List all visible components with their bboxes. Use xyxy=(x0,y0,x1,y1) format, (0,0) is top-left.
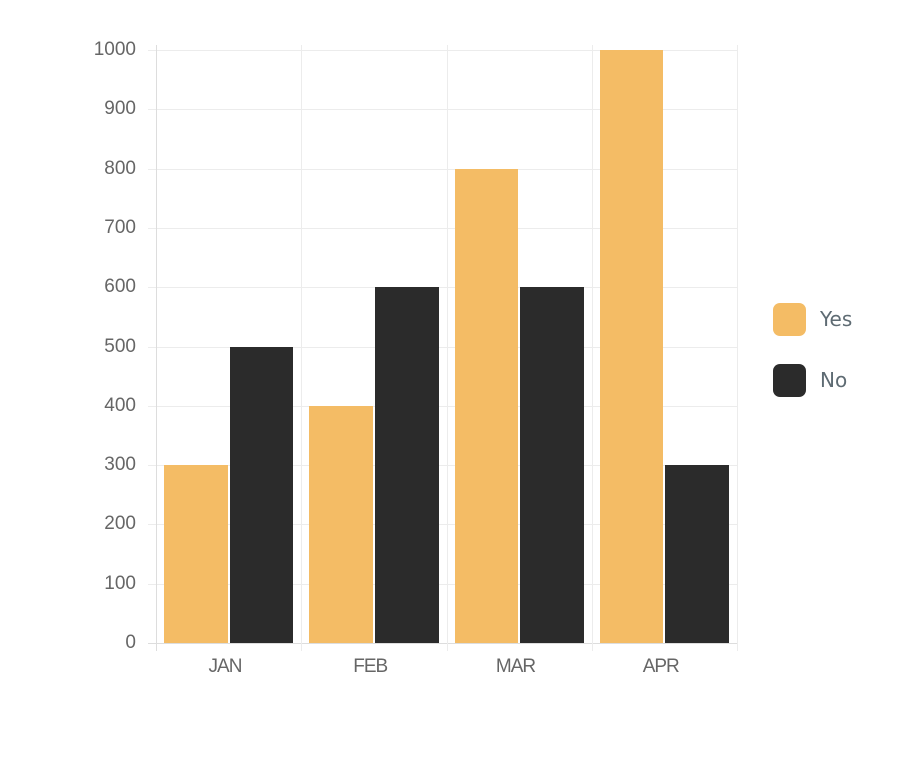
h-gridline xyxy=(148,347,737,348)
x-tick-label: JAN xyxy=(208,656,243,677)
v-gridline xyxy=(301,45,302,651)
y-tick-label: 500 xyxy=(104,336,136,357)
legend-label: No xyxy=(820,368,848,392)
h-gridline xyxy=(148,228,737,229)
h-gridline xyxy=(148,584,737,585)
bar-no-feb[interactable] xyxy=(374,287,439,643)
y-tick-label: 100 xyxy=(104,573,136,594)
legend-swatch-no xyxy=(773,363,806,397)
bar-yes-mar[interactable] xyxy=(454,168,519,643)
bar-no-mar[interactable] xyxy=(520,287,584,643)
y-tick-label: 800 xyxy=(104,158,136,179)
h-gridline xyxy=(148,406,737,407)
legend-item-yes[interactable]: Yes xyxy=(773,302,852,336)
bar-yes-jan[interactable] xyxy=(164,465,228,643)
h-gridline xyxy=(148,465,737,466)
v-gridline xyxy=(592,45,593,651)
bar-no-apr[interactable] xyxy=(665,465,729,643)
legend-item-no[interactable]: No xyxy=(773,363,852,397)
legend: Yes No xyxy=(773,302,852,424)
y-tick-label: 700 xyxy=(104,217,136,238)
y-tick-label: 1000 xyxy=(93,39,136,60)
y-tick-label: 200 xyxy=(104,513,136,534)
legend-label: Yes xyxy=(820,307,853,331)
y-tick-label: 0 xyxy=(125,632,136,653)
v-gridline xyxy=(447,45,448,651)
x-tick-label: FEB xyxy=(353,656,388,677)
y-tick-label: 400 xyxy=(104,395,136,416)
v-gridline xyxy=(156,45,157,651)
v-gridline xyxy=(737,45,738,651)
bar-yes-apr[interactable] xyxy=(599,50,664,643)
h-gridline xyxy=(148,50,737,51)
x-tick-label: MAR xyxy=(495,656,536,677)
bar-yes-feb[interactable] xyxy=(309,405,373,643)
h-gridline xyxy=(148,524,737,525)
bar-no-jan[interactable] xyxy=(229,346,294,643)
h-gridline xyxy=(148,109,737,110)
h-gridline xyxy=(148,287,737,288)
h-gridline xyxy=(148,169,737,170)
y-tick-label: 600 xyxy=(104,276,136,297)
h-gridline xyxy=(148,643,737,644)
y-tick-label: 300 xyxy=(104,454,136,475)
x-tick-label: APR xyxy=(642,656,680,677)
legend-swatch-yes xyxy=(773,302,806,336)
y-tick-label: 900 xyxy=(104,98,136,119)
